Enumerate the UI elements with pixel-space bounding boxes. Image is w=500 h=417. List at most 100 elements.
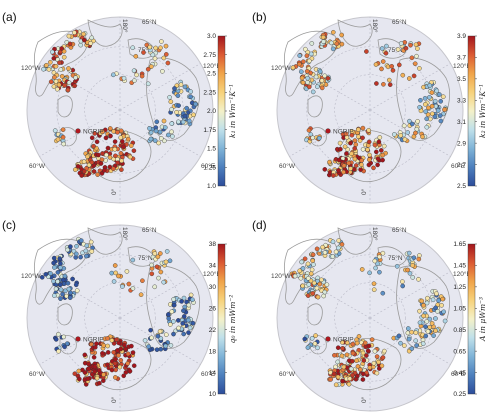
station-point <box>154 264 160 270</box>
colorbar-tick-label: 3.0 <box>207 33 216 40</box>
colorbar-tick-label: 38 <box>209 241 217 248</box>
longitude-gridline <box>39 317 121 365</box>
station-point <box>191 112 196 118</box>
station-point <box>423 333 429 339</box>
station-point <box>116 273 121 279</box>
station-point <box>317 281 323 287</box>
station-point <box>154 119 160 125</box>
station-point <box>359 162 364 167</box>
station-point <box>305 80 310 85</box>
station-point <box>148 130 154 135</box>
station-point <box>128 143 134 148</box>
station-point <box>50 49 55 55</box>
station-point <box>174 110 179 115</box>
station-point <box>111 349 116 355</box>
station-point <box>333 382 339 388</box>
station-point <box>380 355 386 360</box>
station-point <box>181 314 187 319</box>
station-point <box>58 265 63 270</box>
station-point <box>360 377 366 382</box>
station-point <box>166 316 171 321</box>
station-point <box>105 343 110 349</box>
longitude-gridline <box>119 317 201 365</box>
station-point <box>340 378 345 384</box>
station-point <box>442 318 448 324</box>
panel-label: (d) <box>252 218 267 232</box>
station-point <box>64 341 70 346</box>
station-point <box>48 79 54 85</box>
station-point <box>145 81 151 87</box>
station-point <box>406 76 412 81</box>
station-point <box>402 137 408 142</box>
grid-label: 60°E <box>451 162 466 170</box>
station-point <box>305 261 311 267</box>
map-panel: (c) 65°N 75°N 120°W 60°W 120°E 60°E 180° 0° NGRIP… <box>0 208 250 416</box>
station-point <box>59 46 65 51</box>
station-point <box>380 157 385 163</box>
colorbar-tick-label: 0.45 <box>453 370 466 377</box>
station-point <box>96 152 101 158</box>
station-point <box>188 89 193 94</box>
grid-label: 65°N <box>142 18 157 26</box>
station-point <box>148 64 154 69</box>
station-point <box>188 292 194 298</box>
station-point <box>166 312 171 317</box>
station-point <box>58 282 63 287</box>
station-point <box>398 41 404 46</box>
station-point <box>375 162 380 168</box>
station-point <box>150 52 156 58</box>
station-point <box>184 105 189 111</box>
station-point <box>186 302 192 308</box>
station-point <box>430 297 436 303</box>
ngrip-marker <box>75 336 81 342</box>
station-point <box>170 134 175 139</box>
station-point <box>315 294 321 300</box>
station-point <box>55 279 60 284</box>
station-point <box>60 291 65 297</box>
station-point <box>417 66 422 71</box>
station-point <box>366 139 372 145</box>
colorbar-tick-label: 1.25 <box>203 164 216 171</box>
station-point <box>319 78 325 83</box>
station-point <box>316 135 322 141</box>
station-point <box>304 53 310 59</box>
station-point <box>391 132 397 137</box>
colorbar-tick-label: 3.9 <box>457 33 466 40</box>
station-point <box>374 149 379 155</box>
station-point <box>158 346 164 352</box>
longitude-gridline <box>289 109 371 157</box>
station-point <box>74 288 80 293</box>
station-point <box>89 135 95 141</box>
station-point <box>432 114 438 120</box>
station-point <box>66 33 72 39</box>
station-point <box>339 41 345 47</box>
station-point <box>185 317 191 323</box>
station-point <box>114 337 119 342</box>
station-point <box>432 98 438 104</box>
station-point <box>161 279 166 285</box>
coastline <box>396 57 450 141</box>
station-point <box>438 99 443 104</box>
station-point <box>113 153 118 159</box>
station-point <box>107 155 113 160</box>
station-point <box>85 376 91 381</box>
station-point <box>377 135 383 140</box>
station-point <box>330 254 335 259</box>
station-point <box>406 250 412 256</box>
station-point <box>345 340 350 345</box>
panel-label: (a) <box>2 10 17 24</box>
colorbar-tick-label: 26 <box>209 305 217 312</box>
station-point <box>66 286 72 292</box>
station-point <box>193 101 198 107</box>
station-point <box>410 275 415 280</box>
colorbar-tick-label: 14 <box>209 370 217 377</box>
station-point <box>313 74 319 80</box>
station-point <box>138 292 144 297</box>
station-point <box>330 239 336 245</box>
colorbar-tick-label: 3.3 <box>457 97 466 104</box>
station-point <box>371 281 377 286</box>
station-point <box>145 66 151 72</box>
station-point <box>356 334 362 339</box>
station-point <box>91 169 97 174</box>
station-point <box>156 140 161 146</box>
